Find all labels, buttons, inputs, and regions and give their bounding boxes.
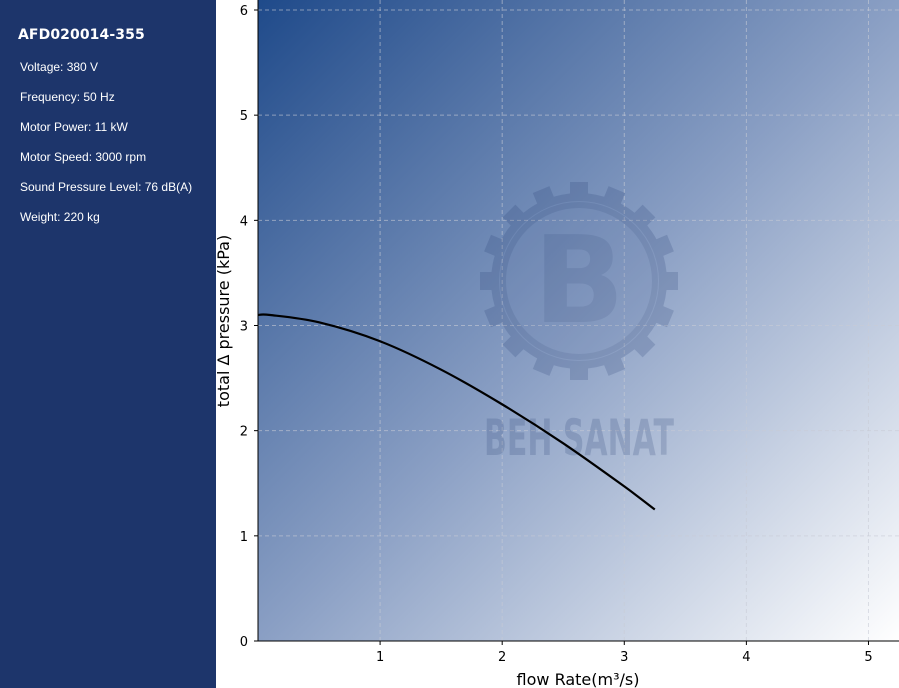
y-axis-label: total Δ pressure (kPa) (214, 235, 233, 407)
y-tick-label: 1 (240, 530, 248, 545)
spec-frequency: Frequency: 50 Hz (20, 90, 115, 104)
spec-voltage: Voltage: 380 V (20, 60, 99, 74)
y-tick-label: 3 (240, 320, 248, 335)
series-line-pressure-curve (257, 313, 656, 511)
x-axis-label: flow Rate(m³/s) (517, 670, 640, 688)
y-tick-label: 4 (240, 214, 248, 229)
model-title: AFD020014-355 (18, 27, 145, 43)
specs-sidebar: AFD020014-355 Voltage: 380 V Frequency: … (0, 0, 216, 688)
watermark-text: BEH SANAT (484, 409, 674, 467)
spec-motor-speed: Motor Speed: 3000 rpm (20, 150, 147, 164)
spec-sound-pressure: Sound Pressure Level: 76 dB(A) (20, 180, 193, 194)
y-tick-label: 5 (240, 109, 248, 124)
grid-lines (258, 0, 899, 641)
spec-motor-power: Motor Power: 11 kW (20, 120, 128, 134)
spec-weight: Weight: 220 kg (20, 210, 100, 224)
x-tick-label: 1 (376, 650, 384, 665)
watermark-logo-icon: B BEH SANAT (480, 182, 678, 467)
y-tick-label: 2 (240, 425, 248, 440)
y-tick-label: 0 (240, 635, 248, 650)
svg-text:B: B (533, 212, 624, 351)
x-tick-label: 2 (498, 650, 506, 665)
x-tick-label: 5 (864, 650, 872, 665)
y-tick-label: 6 (240, 4, 248, 19)
x-tick-label: 3 (620, 650, 628, 665)
x-tick-label: 4 (742, 650, 750, 665)
plot-area (258, 0, 899, 641)
